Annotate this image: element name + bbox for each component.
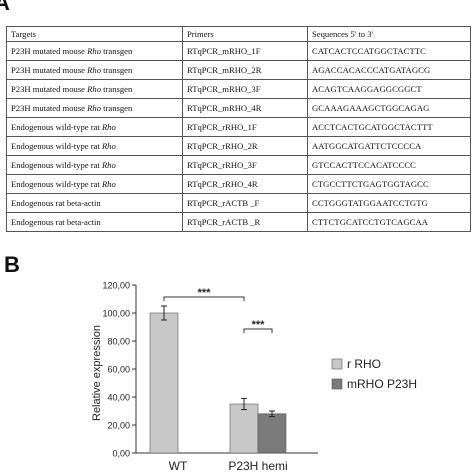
target-cell: Endogenous wild-type rat Rho [6, 174, 183, 194]
target-cell: P23H mutated mouse Rho transgen [6, 60, 183, 80]
y-tick-label: 20,00 [107, 421, 130, 431]
target-gene: Rho [101, 159, 116, 170]
primer-cell: RTqPCR_mRHO_2R [182, 60, 308, 80]
target-gene: Rho [87, 83, 101, 94]
target-text: Endogenous wild-type rat [11, 159, 102, 170]
target-text: P23H mutated mouse [11, 45, 88, 56]
sequence-cell: GTCCACTTCCACATCCCC [307, 155, 471, 175]
legend-swatch [331, 358, 343, 370]
y-axis: 0,00 20,00 40,00 60,00 80,00 100,00 120,00 [102, 281, 318, 459]
target-gene: Rho [87, 64, 101, 75]
y-tick-label: 0,00 [112, 449, 130, 459]
bars-group [149, 305, 287, 454]
bar-r-rho [149, 312, 179, 454]
target-gene: Rho [87, 45, 101, 56]
primer-cell: RTqPCR_mRHO_1F [182, 41, 308, 61]
table-row: Endogenous wild-type rat Rho RTqPCR_rRHO_… [6, 155, 471, 175]
expression-bar-chart: 0,00 20,00 40,00 60,00 80,00 100,00 120,00 ***… [91, 281, 417, 474]
table-row: P23H mutated mouse Rho transgen RTqPCR_mR… [6, 98, 471, 118]
primer-cell: RTqPCR_mRHO_3F [182, 79, 308, 99]
target-cell: Endogenous rat beta-actin [6, 212, 183, 232]
header-primers: Primers [182, 26, 308, 42]
target-cell: Endogenous wild-type rat Rho [6, 136, 183, 156]
target-cell: Endogenous wild-type rat Rho [6, 117, 183, 137]
legend-swatch [331, 378, 343, 390]
target-cell: P23H mutated mouse Rho transgen [6, 41, 183, 61]
primer-cell: RTqPCR_rRHO_2R [182, 136, 308, 156]
target-cell: Endogenous rat beta-actin [6, 193, 183, 213]
target-gene: Rho [87, 102, 101, 113]
significance-bracket [163, 296, 245, 301]
y-tick-label: 60,00 [107, 365, 130, 375]
legend-label: mRHO P23H [347, 377, 417, 391]
sequence-cell: AGACCACACCCATGATAGCG [307, 60, 471, 80]
y-tick-label: 40,00 [107, 393, 130, 403]
y-tick-label: 100,00 [102, 309, 130, 319]
target-text: Endogenous wild-type rat [11, 178, 102, 189]
target-text: Endogenous wild-type rat [11, 140, 102, 151]
y-tick-label: 80,00 [107, 337, 130, 347]
y-tick-label: 120,00 [102, 281, 130, 291]
header-targets: Targets [6, 26, 183, 42]
table-row: Endogenous rat beta-actin RTqPCR_rACTB _R… [6, 212, 471, 232]
target-gene: Rho [101, 140, 116, 151]
sequence-cell: CTTCTGCATCCTGTCAGCAA [307, 212, 471, 232]
target-gene: Rho [101, 178, 116, 189]
legend: r RHO mRHO P23H [331, 357, 417, 391]
sequence-cell: CTGCCTTCTGAGTGGTAGCC [307, 174, 471, 194]
significance-bracket [243, 328, 273, 333]
panel-b-label: B [4, 252, 20, 277]
target-suffix: transgen [101, 102, 133, 113]
sequence-cell: CCTGGGTATGGAATCCTGTG [307, 193, 471, 213]
table-header-row: Targets Primers Sequences 5' to 3' [6, 26, 471, 42]
y-axis-title: Relative expression [91, 325, 103, 421]
x-axis-labels: WT P23H hemi [169, 459, 288, 473]
significance-label: *** [198, 287, 212, 299]
legend-label: r RHO [347, 357, 381, 371]
table-row: P23H mutated mouse Rho transgen RTqPCR_mR… [6, 41, 471, 61]
bar-r-rho [229, 403, 259, 454]
target-gene: Rho [101, 121, 116, 132]
sequence-cell: ACCTCACTGCATGGCTACTTT [307, 117, 471, 137]
target-text: Endogenous rat beta-actin [11, 216, 101, 227]
primer-cell: RTqPCR_rACTB _R [182, 212, 308, 232]
primer-cell: RTqPCR_mRHO_4R [182, 98, 308, 118]
x-tick-label: WT [169, 459, 188, 473]
significance-label: *** [252, 319, 266, 331]
sequence-cell: GCAAAGAAAGCTGGCAGAG [307, 98, 471, 118]
primer-table: Targets Primers Sequences 5' to 3' P23H … [6, 26, 471, 232]
target-text: Endogenous rat beta-actin [11, 197, 101, 208]
table-row: P23H mutated mouse Rho transgen RTqPCR_mR… [6, 79, 471, 99]
bar-mrho-p23h [257, 413, 287, 454]
table-row: Endogenous wild-type rat Rho RTqPCR_rRHO_… [6, 117, 471, 137]
target-suffix: transgen [101, 64, 133, 75]
significance-group: *** *** [163, 287, 273, 333]
table-row: P23H mutated mouse Rho transgen RTqPCR_mR… [6, 60, 471, 80]
target-text: Endogenous wild-type rat [11, 121, 102, 132]
target-suffix: transgen [101, 83, 133, 94]
sequence-cell: CATCACTCCATGGCTACTTC [307, 41, 471, 61]
target-text: P23H mutated mouse [11, 102, 88, 113]
panel-a-label: A [0, 0, 10, 15]
primer-cell: RTqPCR_rRHO_4R [182, 174, 308, 194]
sequence-cell: ACAGTCAAGGAGGCGGCT [307, 79, 471, 99]
target-suffix: transgen [101, 45, 133, 56]
target-cell: Endogenous wild-type rat Rho [6, 155, 183, 175]
target-text: P23H mutated mouse [11, 64, 88, 75]
target-cell: P23H mutated mouse Rho transgen [6, 98, 183, 118]
primer-cell: RTqPCR_rRHO_3F [182, 155, 308, 175]
target-cell: P23H mutated mouse Rho transgen [6, 79, 183, 99]
table-row: Endogenous wild-type rat Rho RTqPCR_rRHO_… [6, 136, 471, 156]
target-text: P23H mutated mouse [11, 83, 88, 94]
header-sequences: Sequences 5' to 3' [307, 26, 471, 42]
primer-cell: RTqPCR_rRHO_1F [182, 117, 308, 137]
table-row: Endogenous rat beta-actin RTqPCR_rACTB _F… [6, 193, 471, 213]
table-row: Endogenous wild-type rat Rho RTqPCR_rRHO_… [6, 174, 471, 194]
sequence-cell: AATGGCATGATTCTCCCCA [307, 136, 471, 156]
x-tick-label: P23H hemi [228, 459, 287, 473]
primer-cell: RTqPCR_rACTB _F [182, 193, 308, 213]
